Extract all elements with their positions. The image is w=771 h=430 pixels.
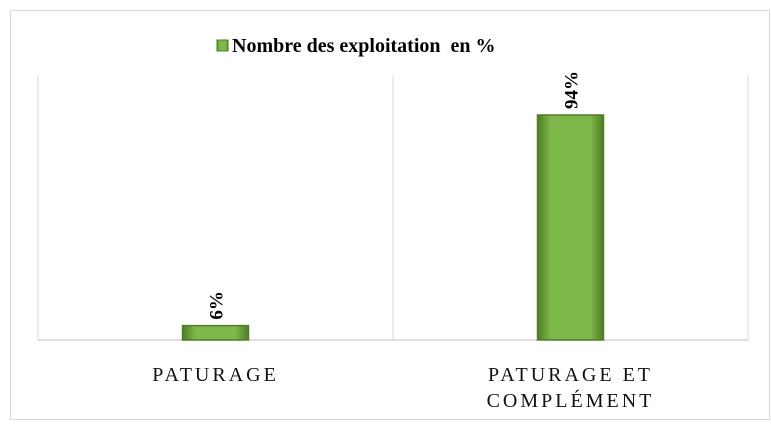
chart-border bbox=[10, 10, 770, 420]
legend-swatch bbox=[216, 39, 229, 52]
value-label: 6% bbox=[207, 291, 228, 320]
bar bbox=[181, 324, 250, 341]
bar bbox=[536, 114, 605, 341]
category-label: PATURAGE ET COMPLÉMENT bbox=[486, 364, 655, 412]
value-label: 94% bbox=[562, 71, 583, 109]
legend-label: Nombre des exploitation en % bbox=[232, 35, 496, 57]
category-label: PATURAGE bbox=[152, 364, 279, 386]
